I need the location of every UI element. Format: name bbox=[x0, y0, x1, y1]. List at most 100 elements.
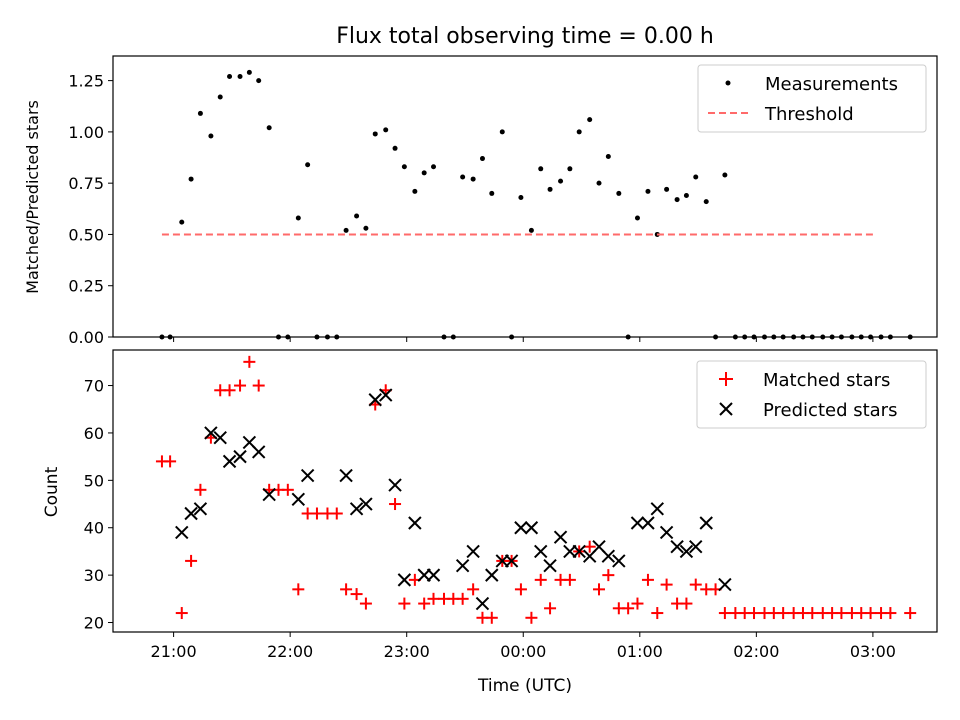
matched-stars-point bbox=[583, 540, 596, 553]
predicted-stars-point bbox=[233, 449, 247, 464]
matched-stars-point bbox=[252, 379, 265, 392]
predicted-stars-point bbox=[455, 558, 470, 573]
predicted-stars-point bbox=[291, 492, 306, 507]
matched-stars-point bbox=[884, 607, 897, 620]
measurements-point bbox=[227, 74, 233, 80]
matched-stars-point bbox=[602, 569, 615, 582]
matched-stars-point bbox=[806, 607, 819, 620]
measurements-point bbox=[587, 117, 593, 123]
legend-matched-swatch bbox=[719, 372, 733, 386]
predicted-stars-point bbox=[630, 516, 645, 530]
panel-0-frame bbox=[112, 55, 938, 338]
x-tick-label: 01:00 bbox=[617, 642, 663, 661]
predicted-stars-point bbox=[184, 506, 198, 521]
matched-stars-point bbox=[185, 554, 198, 567]
measurements-point bbox=[412, 188, 418, 194]
count-panel-legend[interactable]: Matched stars Predicted stars bbox=[696, 360, 927, 429]
y-tick-label: 70 bbox=[84, 377, 104, 396]
predicted-stars-point bbox=[426, 568, 441, 582]
measurements-point bbox=[431, 164, 437, 170]
matched-stars-point bbox=[622, 602, 635, 615]
predicted-stars-point bbox=[379, 388, 393, 402]
measurements-point bbox=[499, 129, 505, 135]
predicted-stars-point bbox=[659, 525, 674, 540]
count-panel-x-axis-label: Time (UTC) bbox=[477, 676, 572, 696]
count-panel-axes: 20 30 40 50 60 70 21:00 22:00 23:00 00:00 01:00 02:… bbox=[84, 349, 938, 661]
predicted-stars-point bbox=[397, 573, 412, 587]
matched-stars-point bbox=[398, 597, 411, 610]
matched-stars-point bbox=[310, 507, 323, 520]
x-tick-label: 21:00 bbox=[151, 642, 197, 661]
measurements-point bbox=[179, 219, 185, 225]
matched-stars-point bbox=[651, 607, 664, 620]
matched-stars-point bbox=[563, 573, 576, 586]
y-tick-label: 20 bbox=[84, 614, 104, 633]
measurements-point bbox=[538, 166, 544, 172]
matched-stars-point bbox=[164, 455, 177, 468]
ratio-panel-y-axis-label: Matched/Predicted stars bbox=[23, 100, 42, 294]
predicted-stars-point bbox=[650, 502, 664, 516]
measurements-point bbox=[208, 133, 214, 139]
predicted-stars-point bbox=[485, 568, 499, 582]
measurements-point bbox=[528, 227, 534, 233]
measurements-point bbox=[722, 172, 728, 178]
matched-stars-point bbox=[234, 379, 247, 392]
x-tick-label: 03:00 bbox=[850, 642, 896, 661]
measurements-point bbox=[645, 188, 651, 194]
measurements-point bbox=[295, 215, 301, 221]
predicted-stars-point bbox=[679, 544, 694, 559]
predicted-stars-point bbox=[514, 521, 528, 535]
measurements-point bbox=[634, 215, 640, 221]
predicted-stars-point bbox=[543, 558, 557, 573]
matched-stars-point bbox=[350, 588, 363, 601]
matched-stars-point bbox=[359, 597, 372, 610]
measurements-point bbox=[237, 74, 243, 80]
legend-measurements-swatch bbox=[725, 80, 731, 86]
predicted-stars-point bbox=[689, 539, 703, 554]
predicted-stars-point bbox=[612, 554, 626, 568]
predicted-stars-point bbox=[718, 577, 732, 592]
measurements-point bbox=[217, 94, 223, 100]
legend-predicted-swatch bbox=[719, 402, 733, 416]
predicted-stars-point bbox=[601, 549, 616, 563]
measurements-point bbox=[703, 199, 709, 205]
predicted-stars-point bbox=[475, 596, 490, 611]
legend-matched-label: Matched stars bbox=[763, 370, 890, 391]
measurements-point bbox=[266, 125, 272, 131]
measurements-point bbox=[372, 131, 378, 137]
measurements-point bbox=[470, 176, 476, 182]
matched-stars-point bbox=[718, 607, 731, 620]
predicted-stars-point bbox=[222, 454, 237, 469]
ratio-panel-legend[interactable]: Measurements Threshold bbox=[697, 64, 927, 133]
panel-1-frame bbox=[112, 349, 938, 633]
measurements-point bbox=[460, 174, 466, 180]
y-tick-label: 60 bbox=[84, 424, 104, 443]
predicted-stars-point bbox=[175, 525, 189, 540]
matched-stars-point bbox=[904, 607, 917, 620]
matched-stars-point bbox=[330, 507, 343, 520]
predicted-stars-point bbox=[204, 426, 218, 440]
matched-stars-point bbox=[514, 583, 527, 596]
legend-measurements-label: Measurements bbox=[765, 74, 898, 95]
measurements-point bbox=[664, 186, 670, 192]
measurements-point bbox=[392, 145, 398, 151]
measurements-point bbox=[305, 162, 311, 168]
matched-stars-point bbox=[680, 597, 693, 610]
measurements-point bbox=[383, 127, 389, 133]
matched-stars-point bbox=[593, 583, 606, 596]
legend-threshold-label: Threshold bbox=[764, 104, 854, 125]
matched-stars-point bbox=[534, 573, 547, 586]
matched-stars-point bbox=[389, 498, 402, 511]
measurements-point bbox=[576, 129, 582, 135]
matched-stars-point bbox=[485, 611, 498, 624]
predicted-stars-point bbox=[251, 445, 266, 459]
matched-stars-point bbox=[223, 384, 236, 397]
matched-stars-point bbox=[631, 597, 644, 610]
y-tick-label: 40 bbox=[84, 519, 104, 538]
matched-stars-point bbox=[748, 607, 761, 620]
measurements-point bbox=[683, 192, 689, 198]
y-tick-label: 0.75 bbox=[68, 174, 104, 193]
measurements-point bbox=[421, 170, 427, 176]
predicted-stars-point bbox=[466, 544, 480, 559]
matched-stars-point bbox=[864, 607, 877, 620]
